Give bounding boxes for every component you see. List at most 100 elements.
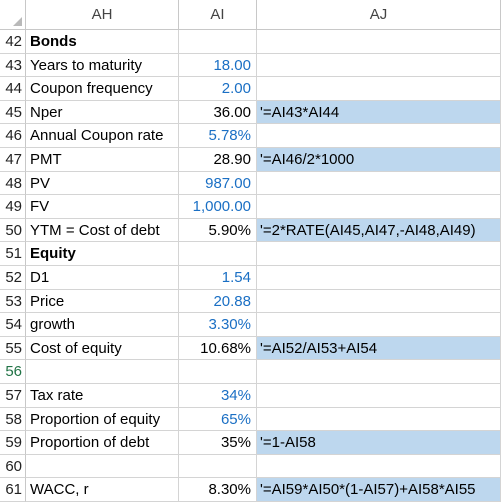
cell-aj[interactable] — [257, 124, 501, 148]
row-number[interactable]: 48 — [0, 171, 26, 196]
cell-ai[interactable] — [179, 30, 257, 54]
cell-ai[interactable]: 34% — [179, 384, 257, 408]
cell-aj[interactable]: '=AI43*AI44 — [257, 100, 501, 125]
row-number[interactable]: 56 — [0, 360, 26, 384]
cell-ai[interactable]: 1,000.00 — [179, 195, 257, 219]
row-number[interactable]: 49 — [0, 195, 26, 219]
cell-ai[interactable]: 2.00 — [179, 77, 257, 101]
cell-ah[interactable]: Cost of equity — [26, 336, 179, 361]
cell-ah[interactable]: Coupon frequency — [26, 77, 179, 101]
table-row: 45 Nper 36.00 '=AI43*AI44 — [0, 100, 501, 125]
table-row: 56 — [0, 360, 501, 384]
cell-aj[interactable] — [257, 195, 501, 219]
table-row: 57 Tax rate 34% — [0, 384, 501, 408]
cell-ah[interactable]: PV — [26, 171, 179, 196]
cell-ah[interactable]: Equity — [26, 242, 179, 266]
row-number[interactable]: 57 — [0, 384, 26, 408]
cell-aj[interactable] — [257, 77, 501, 101]
row-number[interactable]: 47 — [0, 148, 26, 172]
cell-ai[interactable] — [179, 242, 257, 266]
cell-ai[interactable]: 5.78% — [179, 124, 257, 148]
cell-aj[interactable] — [257, 313, 501, 337]
row-number[interactable]: 53 — [0, 289, 26, 314]
cell-ai[interactable]: 35% — [179, 431, 257, 455]
cell-ah[interactable]: Proportion of debt — [26, 431, 179, 455]
row-number[interactable]: 60 — [0, 454, 26, 479]
cell-aj[interactable] — [257, 289, 501, 314]
cell-aj[interactable]: '=AI59*AI50*(1-AI57)+AI58*AI55 — [257, 478, 501, 502]
cell-ah[interactable]: PMT — [26, 148, 179, 172]
cell-aj[interactable] — [257, 171, 501, 196]
cell-ai[interactable]: 3.30% — [179, 313, 257, 337]
cell-ah[interactable]: Tax rate — [26, 384, 179, 408]
table-row: 42 Bonds — [0, 30, 501, 54]
cell-ah[interactable]: Proportion of equity — [26, 407, 179, 432]
cell-ai[interactable] — [179, 360, 257, 384]
cell-aj[interactable]: '=AI46/2*1000 — [257, 148, 501, 172]
cell-ai[interactable]: 8.30% — [179, 478, 257, 502]
cell-ai[interactable]: 65% — [179, 407, 257, 432]
select-all-corner[interactable] — [0, 0, 26, 30]
cell-ah[interactable]: D1 — [26, 266, 179, 290]
cell-ai[interactable]: 18.00 — [179, 53, 257, 78]
cell-aj[interactable] — [257, 407, 501, 432]
table-row: 47 PMT 28.90 '=AI46/2*1000 — [0, 148, 501, 172]
cell-ah[interactable]: Nper — [26, 100, 179, 125]
cell-ai[interactable]: 987.00 — [179, 171, 257, 196]
cell-aj[interactable] — [257, 242, 501, 266]
cell-ah[interactable] — [26, 360, 179, 384]
cell-ai[interactable]: 20.88 — [179, 289, 257, 314]
cell-ah[interactable]: WACC, r — [26, 478, 179, 502]
cell-ai[interactable]: 5.90% — [179, 218, 257, 243]
row-number[interactable]: 54 — [0, 313, 26, 337]
cell-aj[interactable]: '=AI52/AI53+AI54 — [257, 336, 501, 361]
table-row: 44 Coupon frequency 2.00 — [0, 77, 501, 101]
row-number[interactable]: 44 — [0, 77, 26, 101]
row-number[interactable]: 52 — [0, 266, 26, 290]
cell-aj[interactable] — [257, 30, 501, 54]
cell-aj[interactable] — [257, 266, 501, 290]
cell-aj[interactable] — [257, 53, 501, 78]
cell-ah[interactable]: growth — [26, 313, 179, 337]
row-number[interactable]: 58 — [0, 407, 26, 432]
cell-ah[interactable]: FV — [26, 195, 179, 219]
cell-ah[interactable]: Years to maturity — [26, 53, 179, 78]
column-header-ah[interactable]: AH — [26, 0, 179, 30]
cell-aj[interactable] — [257, 454, 501, 479]
cell-ai[interactable]: 1.54 — [179, 266, 257, 290]
cell-ah[interactable]: Price — [26, 289, 179, 314]
cell-ah[interactable] — [26, 454, 179, 479]
cell-ai[interactable]: 28.90 — [179, 148, 257, 172]
row-number[interactable]: 50 — [0, 218, 26, 243]
cell-ai[interactable] — [179, 454, 257, 479]
table-row: 52 D1 1.54 — [0, 266, 501, 290]
row-number[interactable]: 55 — [0, 336, 26, 361]
select-all-icon — [13, 17, 22, 26]
cell-aj[interactable]: '=2*RATE(AI45,AI47,-AI48,AI49) — [257, 218, 501, 243]
table-row: 61 WACC, r 8.30% '=AI59*AI50*(1-AI57)+AI58*… — [0, 478, 501, 502]
column-header-aj[interactable]: AJ — [257, 0, 501, 30]
row-number[interactable]: 45 — [0, 100, 26, 125]
column-header-ai[interactable]: AI — [179, 0, 257, 30]
table-row: 53 Price 20.88 — [0, 289, 501, 314]
table-row: 54 growth 3.30% — [0, 313, 501, 337]
table-row: 50 YTM = Cost of debt 5.90% '=2*RATE(AI45,A… — [0, 218, 501, 243]
cell-ah[interactable]: Bonds — [26, 30, 179, 54]
table-row: 49 FV 1,000.00 — [0, 195, 501, 219]
table-row: 59 Proportion of debt 35% '=1-AI58 — [0, 431, 501, 455]
cell-ah[interactable]: YTM = Cost of debt — [26, 218, 179, 243]
cell-ai[interactable]: 36.00 — [179, 100, 257, 125]
row-number[interactable]: 43 — [0, 53, 26, 78]
row-number[interactable]: 46 — [0, 124, 26, 148]
row-number[interactable]: 59 — [0, 431, 26, 455]
row-number[interactable]: 61 — [0, 478, 26, 502]
row-number[interactable]: 51 — [0, 242, 26, 266]
table-row: 55 Cost of equity 10.68% '=AI52/AI53+AI54 — [0, 336, 501, 361]
cell-ah[interactable]: Annual Coupon rate — [26, 124, 179, 148]
row-number[interactable]: 42 — [0, 30, 26, 54]
cell-aj[interactable]: '=1-AI58 — [257, 431, 501, 455]
cell-ai[interactable]: 10.68% — [179, 336, 257, 361]
cell-aj[interactable] — [257, 360, 501, 384]
cell-aj[interactable] — [257, 384, 501, 408]
